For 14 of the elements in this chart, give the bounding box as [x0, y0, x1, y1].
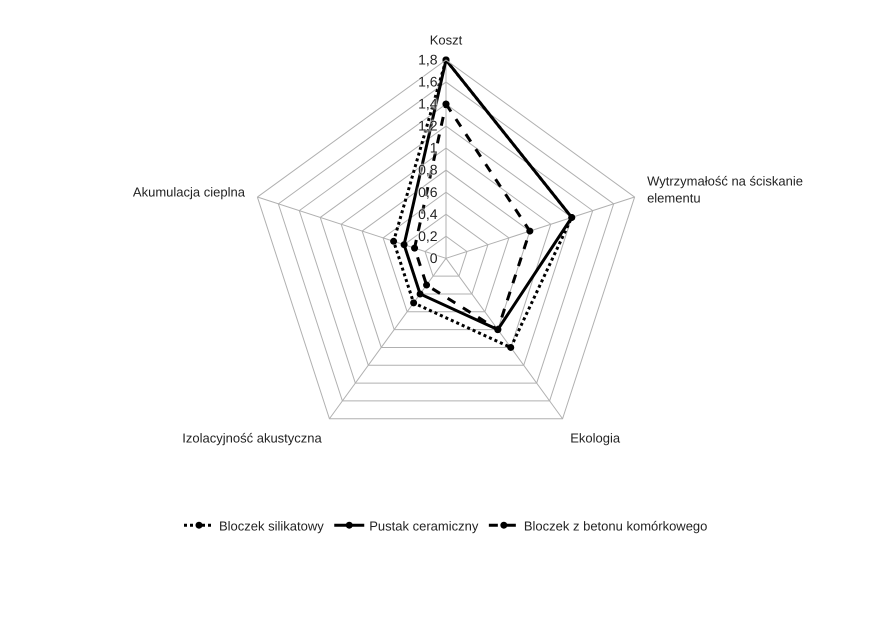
y-tick-label: 0: [430, 250, 438, 266]
y-tick-label: 1,8: [418, 52, 438, 68]
spoke-label: Izolacyjność akustyczna: [182, 430, 322, 446]
y-tick-label: 0,4: [418, 206, 438, 222]
legend-label: Pustak ceramiczny: [369, 518, 479, 534]
legend-label: Bloczek silikatowy: [219, 518, 324, 534]
y-tick-label: 1: [430, 140, 438, 156]
spoke-label: Wytrzymałość na ściskanie elementu: [647, 173, 804, 206]
spoke-label: Ekologia: [570, 430, 621, 446]
spoke-label: Koszt: [430, 32, 463, 48]
y-tick-label: 0,2: [418, 228, 438, 244]
legend-label: Bloczek z betonu komórkowego: [524, 518, 708, 534]
y-tick-label: 1,6: [418, 74, 438, 90]
spoke-label: Akumulacja cieplna: [132, 184, 246, 200]
